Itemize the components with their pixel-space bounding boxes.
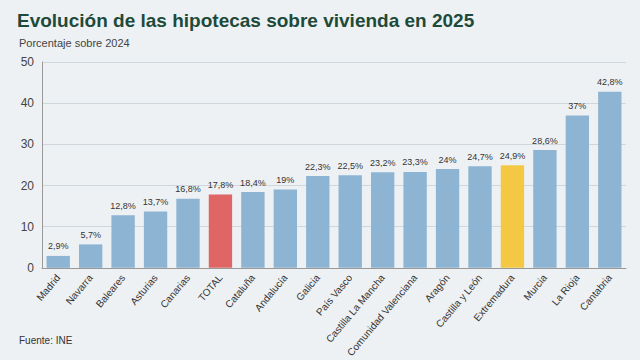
svg-text:TOTAL: TOTAL (196, 272, 225, 303)
svg-text:20: 20 (21, 179, 35, 193)
svg-text:24,7%: 24,7% (467, 152, 493, 162)
svg-text:Castilla y León: Castilla y León (433, 272, 485, 330)
svg-text:30: 30 (21, 137, 35, 151)
svg-text:10: 10 (21, 220, 35, 234)
svg-text:Evolución de las hipotecas sob: Evolución de las hipotecas sobre viviend… (17, 10, 475, 31)
svg-text:Madrid: Madrid (34, 272, 62, 302)
svg-text:Murcia: Murcia (521, 272, 549, 302)
svg-text:Porcentaje sobre 2024: Porcentaje sobre 2024 (19, 37, 130, 49)
svg-text:12,8%: 12,8% (110, 201, 136, 211)
svg-text:24,9%: 24,9% (500, 151, 526, 161)
svg-text:40: 40 (21, 96, 35, 110)
svg-text:Baleares: Baleares (94, 272, 128, 309)
svg-text:Andalucía: Andalucía (253, 272, 290, 313)
svg-text:37%: 37% (568, 101, 586, 111)
svg-text:13,7%: 13,7% (143, 197, 169, 207)
svg-text:23,2%: 23,2% (370, 158, 396, 168)
svg-text:Cantabria: Cantabria (578, 272, 615, 313)
svg-text:22,5%: 22,5% (337, 161, 363, 171)
svg-text:País Vasco: País Vasco (314, 272, 355, 318)
svg-text:Aragón: Aragón (423, 272, 452, 304)
svg-text:Castilla La Mancha: Castilla La Mancha (324, 272, 387, 345)
svg-text:5,7%: 5,7% (80, 230, 101, 240)
svg-text:Galicia: Galicia (294, 272, 322, 303)
svg-text:Asturias: Asturias (128, 272, 160, 307)
svg-text:La Rioja: La Rioja (550, 272, 582, 308)
svg-text:16,8%: 16,8% (175, 184, 201, 194)
svg-text:2,9%: 2,9% (48, 241, 69, 251)
svg-text:24%: 24% (439, 155, 457, 165)
svg-text:Navarra: Navarra (64, 272, 96, 307)
svg-text:19%: 19% (276, 175, 294, 185)
svg-text:23,3%: 23,3% (402, 157, 428, 167)
svg-text:22,3%: 22,3% (305, 162, 331, 172)
svg-text:18,4%: 18,4% (240, 178, 266, 188)
svg-text:28,6%: 28,6% (532, 136, 558, 146)
svg-text:0: 0 (27, 261, 34, 275)
svg-text:42,8%: 42,8% (597, 77, 623, 87)
svg-text:Extremadura: Extremadura (471, 272, 517, 323)
svg-text:Fuente: INE: Fuente: INE (19, 335, 73, 346)
svg-text:17,8%: 17,8% (208, 180, 234, 190)
svg-text:Cataluña: Cataluña (223, 272, 257, 310)
svg-text:Canarias: Canarias (158, 272, 192, 310)
svg-text:50: 50 (21, 55, 35, 69)
svg-text:Comunidad Valenciana: Comunidad Valenciana (345, 272, 420, 358)
